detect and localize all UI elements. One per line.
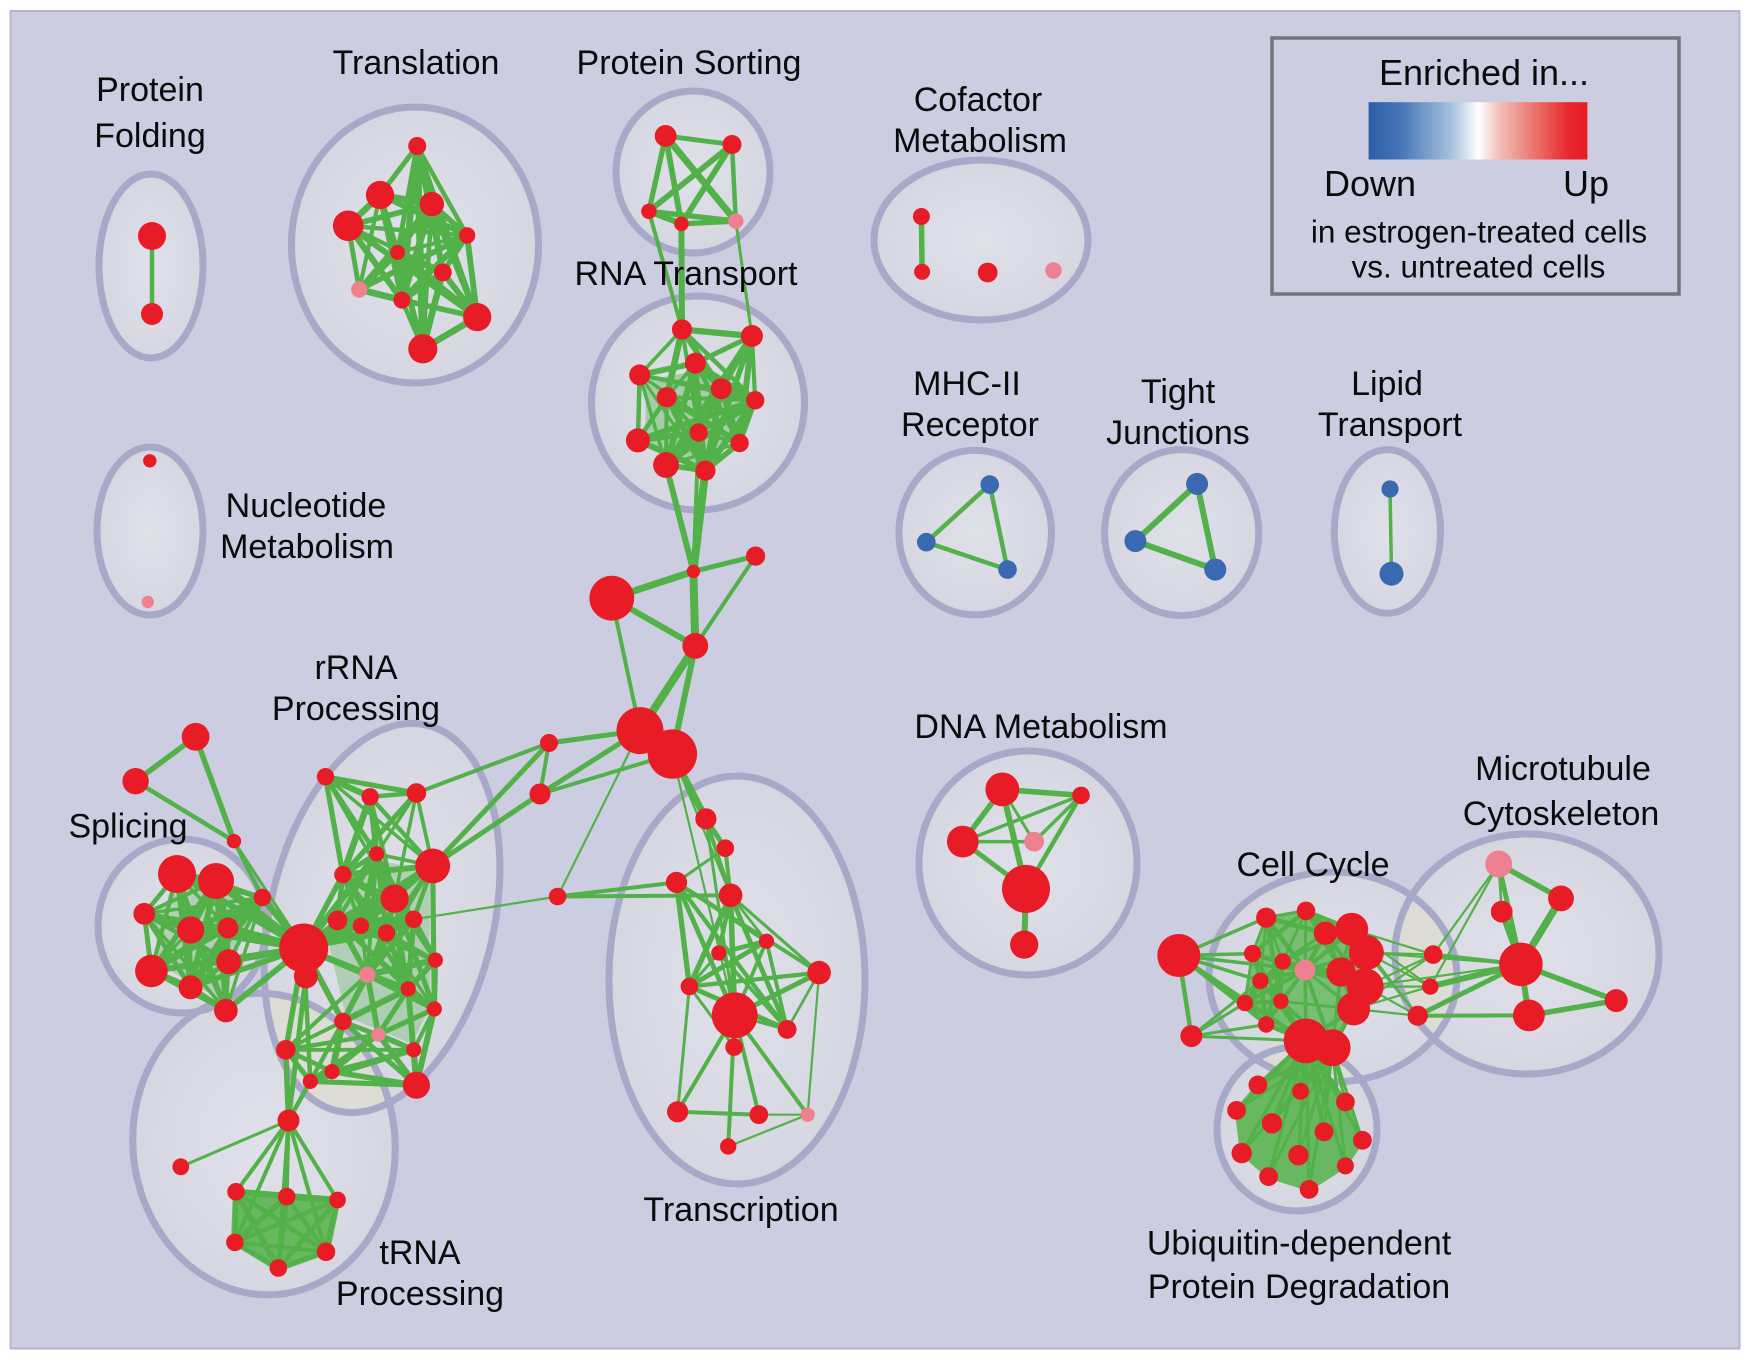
svg-text:Receptor: Receptor bbox=[901, 406, 1039, 444]
svg-text:DNA Metabolism: DNA Metabolism bbox=[914, 708, 1167, 746]
svg-text:Cofactor: Cofactor bbox=[914, 81, 1043, 119]
svg-text:Processing: Processing bbox=[336, 1275, 504, 1313]
svg-text:Cell Cycle: Cell Cycle bbox=[1236, 846, 1389, 884]
svg-text:Folding: Folding bbox=[94, 117, 206, 155]
svg-text:Protein: Protein bbox=[96, 71, 204, 109]
svg-text:vs. untreated cells: vs. untreated cells bbox=[1352, 249, 1606, 285]
svg-text:Protein Sorting: Protein Sorting bbox=[577, 44, 802, 82]
svg-text:Junctions: Junctions bbox=[1106, 414, 1250, 452]
svg-text:RNA Transport: RNA Transport bbox=[575, 255, 799, 293]
svg-text:Transport: Transport bbox=[1318, 406, 1463, 444]
svg-text:Processing: Processing bbox=[272, 690, 440, 728]
svg-text:Splicing: Splicing bbox=[68, 808, 187, 846]
svg-text:Cytoskeleton: Cytoskeleton bbox=[1463, 795, 1660, 833]
svg-text:Metabolism: Metabolism bbox=[893, 122, 1067, 160]
svg-text:Up: Up bbox=[1563, 163, 1609, 204]
svg-text:rRNA: rRNA bbox=[314, 649, 397, 687]
svg-text:Microtubule: Microtubule bbox=[1475, 750, 1651, 788]
svg-text:Ubiquitin-dependent: Ubiquitin-dependent bbox=[1147, 1225, 1452, 1263]
svg-text:Metabolism: Metabolism bbox=[220, 528, 394, 566]
svg-text:Enriched in...: Enriched in... bbox=[1379, 52, 1589, 93]
svg-text:Down: Down bbox=[1324, 163, 1416, 204]
svg-text:Translation: Translation bbox=[333, 44, 500, 82]
svg-text:Transcription: Transcription bbox=[643, 1191, 838, 1229]
svg-text:Tight: Tight bbox=[1141, 373, 1216, 411]
svg-text:Protein Degradation: Protein Degradation bbox=[1148, 1268, 1450, 1306]
svg-text:MHC-II: MHC-II bbox=[913, 365, 1021, 403]
svg-text:Lipid: Lipid bbox=[1351, 365, 1423, 403]
svg-text:in estrogen-treated cells: in estrogen-treated cells bbox=[1311, 214, 1647, 250]
svg-text:tRNA: tRNA bbox=[379, 1234, 461, 1272]
svg-text:Nucleotide: Nucleotide bbox=[226, 487, 387, 525]
